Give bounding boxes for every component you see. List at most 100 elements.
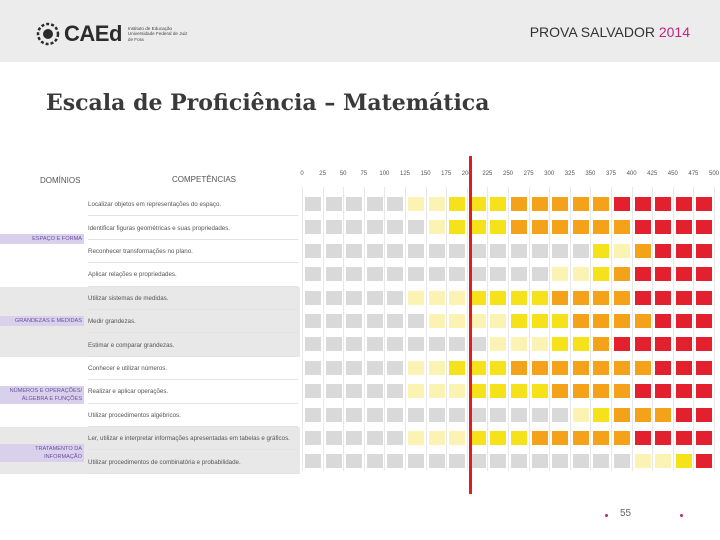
scale-cell: [552, 243, 569, 258]
scale-cell: [449, 407, 466, 422]
scale-tick-label: 275: [523, 171, 534, 177]
scale-cell: [387, 243, 404, 258]
scale-cell: [552, 314, 569, 328]
scale-cell: [428, 243, 445, 258]
scale-cell: [655, 220, 672, 235]
logo-subtitle: Instituto de Educação Universidade Feder…: [127, 25, 188, 42]
scale-cell: [305, 337, 321, 352]
scale-cell: [366, 360, 383, 375]
scale-cell: [655, 197, 672, 211]
scale-tick-label: 475: [688, 171, 699, 177]
scale-cell: [366, 197, 383, 211]
row-divider: [88, 379, 298, 381]
scale-cell: [675, 267, 692, 282]
scale-cell: [634, 337, 651, 352]
scale-guide-line: [487, 187, 489, 471]
scale-cell: [511, 360, 527, 375]
scale-cell: [614, 407, 630, 422]
scale-cell: [572, 243, 589, 258]
scale-tick-label: 125: [399, 171, 410, 177]
scale-cell: [634, 360, 651, 375]
scale-cell: [366, 314, 383, 328]
scale-cell: [655, 243, 672, 258]
scale-tick-label: 450: [667, 171, 678, 177]
scale-cell: [449, 384, 466, 399]
scale-cell: [305, 384, 321, 399]
scale-cell: [449, 220, 466, 235]
scale-cell: [531, 243, 548, 258]
scale-cell: [449, 267, 466, 282]
scale-cell: [325, 360, 342, 375]
scale-cell: [366, 290, 383, 305]
scale-cell: [655, 407, 672, 422]
scale-cell: [593, 337, 610, 352]
scale-tick-label: 175: [441, 171, 452, 177]
scale-tick-label: 350: [585, 171, 596, 177]
scale-cell: [490, 407, 507, 422]
scale-cell: [593, 454, 610, 469]
scale-tick-label: 250: [502, 171, 513, 177]
scale-guide-line: [569, 187, 571, 471]
scale-cell: [387, 314, 404, 328]
scale-cell: [552, 454, 569, 469]
scale-cell: [552, 290, 569, 305]
scale-cell: [346, 243, 363, 258]
scale-cell: [366, 243, 383, 258]
scale-cell: [449, 454, 466, 469]
scale-tick-label: 400: [626, 171, 637, 177]
scale-cell: [387, 197, 404, 211]
scale-cell: [511, 290, 527, 305]
scale-cell: [305, 360, 321, 375]
scale-cell: [428, 337, 445, 352]
scale-cell: [366, 220, 383, 235]
scale-guide-line: [343, 187, 345, 471]
scale-cell: [531, 337, 548, 352]
domain-label: NÚMEROS E OPERAÇÕES/ ÁLGEBRA E FUNÇÕES: [0, 385, 84, 404]
scale-cell: [428, 360, 445, 375]
scale-guide-line: [693, 187, 695, 471]
scale-cell: [325, 197, 342, 211]
scale-cell: [634, 243, 651, 258]
scale-cell: [428, 197, 445, 211]
scale-cell: [593, 197, 610, 211]
scale-cell: [469, 243, 486, 258]
scale-cell: [696, 454, 713, 469]
scale-cell: [511, 337, 527, 352]
scale-cell: [675, 454, 692, 469]
row-divider: [88, 285, 298, 287]
scale-tick-label: 0: [300, 171, 304, 177]
scale-cell: [325, 267, 342, 282]
scale-cell: [428, 220, 445, 235]
scale-cell: [634, 267, 651, 282]
scale-cell: [634, 431, 651, 445]
scale-cell: [490, 431, 507, 445]
domain-label: TRATAMENTO DA INFORMAÇÃO: [0, 444, 84, 463]
competency-label: Realizar e aplicar operações.: [88, 388, 169, 396]
scale-cell: [346, 314, 363, 328]
scale-cell: [449, 290, 466, 305]
scale-cell: [428, 314, 445, 328]
scale-guide-line: [302, 187, 303, 471]
scale-cell: [552, 220, 569, 235]
scale-cell: [655, 267, 672, 282]
scale-cell: [408, 290, 424, 305]
scale-cell: [696, 360, 713, 375]
scale-cell: [469, 384, 486, 399]
scale-tick-label: 325: [564, 171, 575, 177]
scale-cell: [675, 197, 692, 211]
scale-cell: [614, 337, 630, 352]
scale-cell: [531, 290, 548, 305]
scale-cell: [593, 314, 610, 328]
scale-cell: [552, 337, 569, 352]
scale-cell: [696, 337, 713, 352]
scale-cell: [696, 314, 713, 328]
competency-label: Aplicar relações e propriedades.: [88, 271, 177, 279]
scale-guide-line: [405, 187, 406, 471]
scale-cell: [387, 360, 404, 375]
scale-cell: [346, 360, 363, 375]
scale-cell: [572, 431, 589, 445]
scale-cell: [490, 384, 507, 399]
scale-cell: [511, 431, 527, 445]
scale-cell: [614, 197, 630, 211]
scale-cell: [675, 314, 692, 328]
